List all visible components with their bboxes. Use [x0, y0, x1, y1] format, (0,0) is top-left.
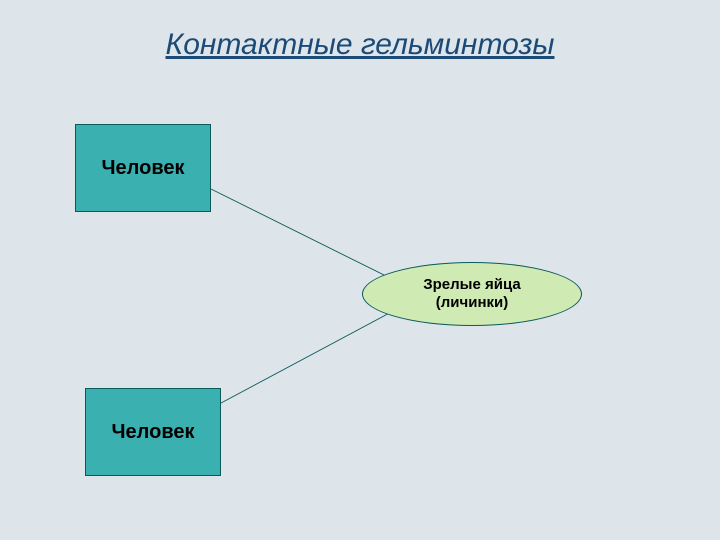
diagram-title: Контактные гельминтозы [0, 28, 720, 62]
node-human-top: Человек [75, 124, 211, 212]
node-human-top-label: Человек [102, 157, 185, 180]
diagram-canvas: Контактные гельминтозы Человек Человек З… [0, 0, 720, 540]
node-human-bottom: Человек [85, 388, 221, 476]
ellipse-line2: (личинки) [436, 294, 508, 312]
node-eggs-ellipse: Зрелые яйца (личинки) [362, 262, 582, 326]
node-human-bottom-label: Человек [112, 421, 195, 444]
ellipse-line1: Зрелые яйца [423, 276, 520, 294]
